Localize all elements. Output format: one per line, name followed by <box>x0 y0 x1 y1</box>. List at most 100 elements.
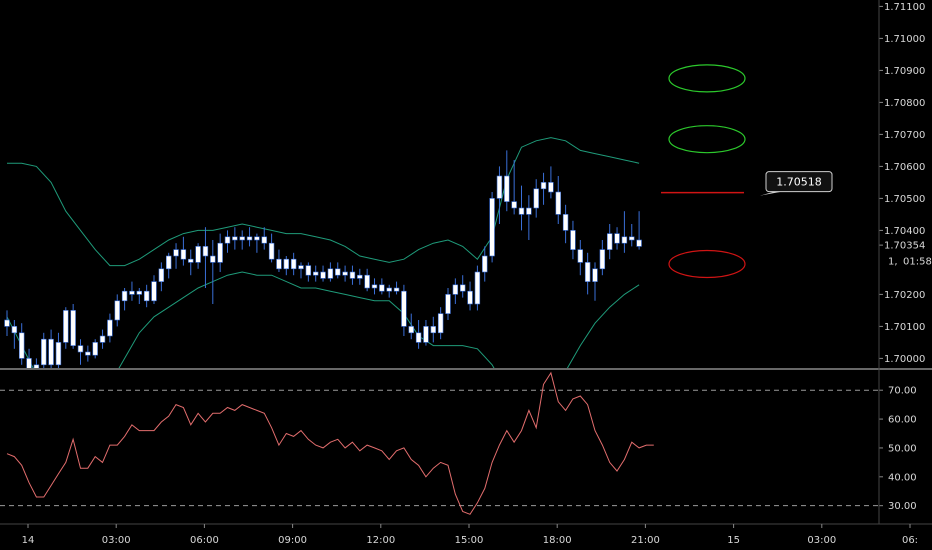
candle <box>143 284 150 308</box>
candle-body-up <box>92 342 98 356</box>
candle-body-down <box>77 345 84 353</box>
candle <box>151 275 157 304</box>
target-ellipse-2[interactable] <box>668 125 746 154</box>
candle <box>55 332 62 368</box>
candle-body-down <box>401 290 407 327</box>
candle-body-up <box>312 271 319 276</box>
price-tick-label: 1.70500 <box>884 194 925 205</box>
candle-body-down <box>430 326 436 334</box>
candle-body-up <box>33 364 40 368</box>
price-tick-label: 1.70700 <box>884 130 925 141</box>
oscillator-axis[interactable]: 70.00 60.00 50.00 40.00 30.00 <box>879 386 917 512</box>
candle <box>482 246 488 282</box>
candle-body-up <box>452 284 459 295</box>
candle <box>232 227 238 250</box>
candle <box>158 262 165 292</box>
candle-body-down <box>4 319 10 327</box>
price-tick-label: 1.70600 <box>884 162 925 173</box>
candle-body-down <box>305 265 312 276</box>
candle-body-down <box>364 274 370 289</box>
candle <box>77 339 84 365</box>
candle <box>401 284 407 336</box>
candle <box>173 243 179 269</box>
candle <box>357 268 363 285</box>
candle-body-down <box>188 258 194 263</box>
candle <box>584 252 591 295</box>
candle <box>335 262 341 279</box>
candle-body-up <box>342 271 348 276</box>
candle-body-down <box>70 310 76 346</box>
candle <box>85 345 91 362</box>
drawing-annotations[interactable]: 1.70518 <box>661 64 833 279</box>
candle <box>621 211 628 253</box>
price-tick-label: 1.70200 <box>884 290 925 301</box>
time-axis[interactable]: 14 03:00 06:00 09:00 12:00 15:00 18:00 21:00 15 0… <box>22 524 918 546</box>
candle <box>496 166 503 224</box>
price-tick-label: 1.70100 <box>884 322 925 333</box>
price-callout[interactable]: 1.70518 <box>760 171 833 196</box>
candle-body-down <box>129 290 135 295</box>
time-tick-label: 21:00 <box>631 535 660 546</box>
candle-body-down <box>548 182 554 193</box>
candle <box>614 227 620 250</box>
candle-body-up <box>298 265 304 270</box>
current-price-label: 1.70354 <box>884 241 925 252</box>
osc-tick-label: 30.00 <box>888 501 917 512</box>
candle <box>129 281 135 301</box>
candle-body-up <box>107 319 113 337</box>
target-ellipse-3[interactable] <box>668 249 746 279</box>
candle-body-up <box>217 242 223 263</box>
candle-countdown: 01:58 <box>903 257 932 268</box>
candle <box>606 224 613 260</box>
candle <box>11 320 18 349</box>
candle-body-down <box>555 191 561 215</box>
candle-body-up <box>533 188 539 209</box>
price-callout-pointer <box>760 191 782 196</box>
candle-body-up <box>357 274 363 279</box>
candle <box>415 320 422 349</box>
candle <box>239 230 245 250</box>
candle-body-up <box>386 287 392 292</box>
candle-body-down <box>11 326 18 334</box>
candle <box>202 227 209 288</box>
candle <box>268 233 275 263</box>
candle-body-up <box>114 300 120 321</box>
osc-tick-label: 60.00 <box>888 415 917 426</box>
candle <box>107 313 113 343</box>
candle <box>570 220 576 260</box>
candle-body-up <box>371 284 378 289</box>
price-tick-label: 1.70000 <box>884 354 925 365</box>
candle-body-down <box>85 351 91 356</box>
candle-body-up <box>41 338 47 366</box>
bollinger-lower-band <box>6 271 640 368</box>
candle-body-down <box>202 246 209 257</box>
candle-body-up <box>423 326 429 343</box>
candle-body-up <box>526 207 532 215</box>
candle <box>408 313 414 340</box>
price-axis[interactable]: 1.71100 1.71000 1.70900 1.70800 1.70700 1.706… <box>879 2 932 365</box>
candle-body-down <box>261 236 267 244</box>
candle <box>114 294 120 327</box>
candle <box>63 307 69 349</box>
candle-body-down <box>143 290 150 302</box>
time-tick-label: 14 <box>22 535 35 546</box>
target-ellipse-1[interactable] <box>668 64 746 93</box>
candle-body-up <box>239 236 245 241</box>
price-tick-label: 1.70400 <box>884 226 925 237</box>
price-tick-label: 1.71000 <box>884 34 925 45</box>
candle-body-up <box>224 236 231 244</box>
candle-body-down <box>268 242 275 260</box>
candle-body-up <box>55 342 62 366</box>
candle <box>166 252 172 279</box>
countdown-prefix: 1, <box>888 257 898 268</box>
price-callout-label: 1.70518 <box>776 176 822 189</box>
candle-body-down <box>18 332 25 359</box>
candle <box>636 211 642 250</box>
candle-body-down <box>570 230 576 250</box>
osc-tick-label: 50.00 <box>888 443 917 454</box>
candle-body-up <box>166 255 172 270</box>
candle <box>312 265 319 282</box>
time-tick-label: 09:00 <box>278 535 307 546</box>
price-tick-label: 1.70900 <box>884 66 925 77</box>
